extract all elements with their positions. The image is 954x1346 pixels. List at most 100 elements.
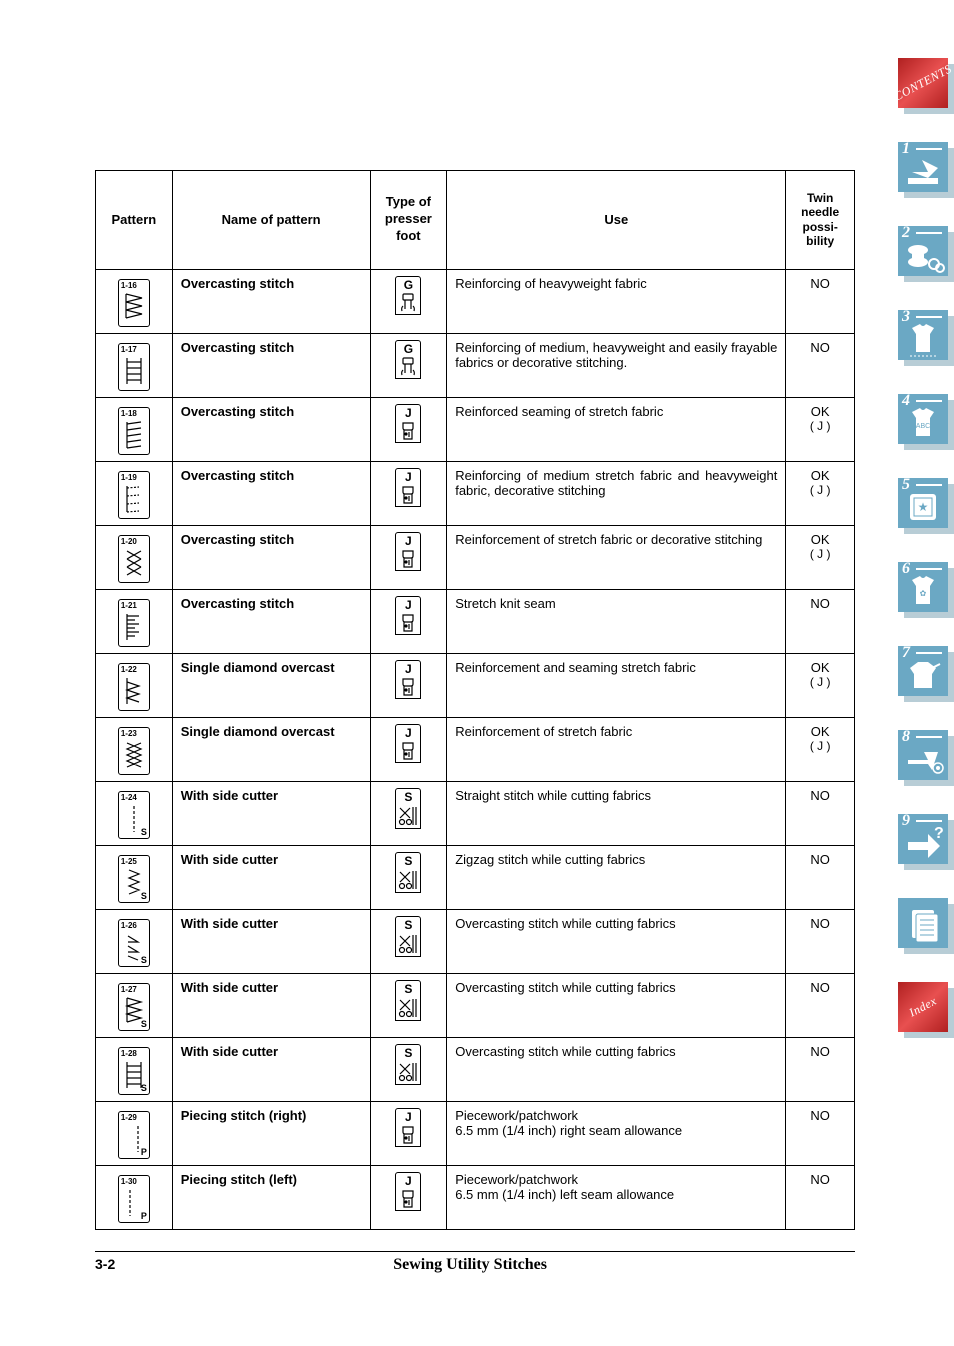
cell-pattern: 1-17 xyxy=(96,333,173,397)
cell-pattern: 1-23 xyxy=(96,717,173,781)
foot-letter: S xyxy=(404,982,412,996)
cell-name: Piecing stitch (left) xyxy=(172,1165,370,1229)
twin-value: NO xyxy=(810,1108,830,1123)
pattern-number: 1-24 xyxy=(119,794,149,804)
foot-letter: J xyxy=(405,1174,412,1188)
pattern-number: 1-22 xyxy=(119,666,149,676)
twin-value: NO xyxy=(810,1044,830,1059)
tab-icon: ? xyxy=(898,814,948,864)
cell-pattern: 1-20 xyxy=(96,525,173,589)
tab-icon xyxy=(898,646,948,696)
footer-title: Sewing Utility Stitches xyxy=(115,1256,825,1274)
pattern-number: 1-25 xyxy=(119,858,149,868)
cell-foot: J xyxy=(370,589,447,653)
tab-icon xyxy=(898,142,948,192)
tab-icon: ABC xyxy=(898,394,948,444)
cell-name: With side cutter xyxy=(172,909,370,973)
cell-twin: NO xyxy=(786,973,855,1037)
twin-value: NO xyxy=(810,852,830,867)
cell-foot: G xyxy=(370,333,447,397)
cell-foot: J xyxy=(370,717,447,781)
cell-use: Overcasting stitch while cutting fabrics xyxy=(447,909,786,973)
cell-twin: NO xyxy=(786,589,855,653)
pattern-icon: 1-19 xyxy=(118,471,150,519)
cell-use: Stretch knit seam xyxy=(447,589,786,653)
foot-letter: J xyxy=(405,1110,412,1124)
table-row: 1-25 S With side cutter S Zigzag stitch … xyxy=(96,845,855,909)
foot-icon: J xyxy=(395,468,421,507)
cell-foot: J xyxy=(370,1165,447,1229)
twin-sub: ( J ) xyxy=(794,739,846,753)
svg-text:✿: ✿ xyxy=(920,589,927,598)
pattern-number: 1-27 xyxy=(119,986,149,996)
pattern-number: 1-21 xyxy=(119,602,149,612)
tab-icon: ★ xyxy=(898,478,948,528)
cell-pattern: 1-19 xyxy=(96,461,173,525)
cell-pattern: 1-25 S xyxy=(96,845,173,909)
cell-twin: NO xyxy=(786,781,855,845)
foot-icon: S xyxy=(395,916,421,957)
tab-chapter-9[interactable]: 9 ? xyxy=(898,814,954,870)
twin-value: NO xyxy=(810,1172,830,1187)
cell-use: Straight stitch while cutting fabrics xyxy=(447,781,786,845)
cell-name: Overcasting stitch xyxy=(172,269,370,333)
foot-letter: J xyxy=(405,534,412,548)
cell-name: Single diamond overcast xyxy=(172,653,370,717)
pattern-icon: 1-20 xyxy=(118,535,150,583)
cell-pattern: 1-16 xyxy=(96,269,173,333)
twin-value: NO xyxy=(810,916,830,931)
tab-icon: ✿ xyxy=(898,562,948,612)
cell-foot: S xyxy=(370,845,447,909)
tab-chapter-5[interactable]: 5 ★ xyxy=(898,478,954,534)
cell-use: Overcasting stitch while cutting fabrics xyxy=(447,973,786,1037)
cell-use: Reinforcing of heavyweight fabric xyxy=(447,269,786,333)
twin-sub: ( J ) xyxy=(794,419,846,433)
cell-twin: OK( J ) xyxy=(786,461,855,525)
foot-letter: J xyxy=(405,406,412,420)
foot-letter: S xyxy=(404,790,412,804)
twin-value: OK xyxy=(811,404,830,419)
tab-chapter-4[interactable]: 4 ABC xyxy=(898,394,954,450)
pattern-number: 1-18 xyxy=(119,410,149,420)
page-number: 3-2 xyxy=(95,1256,115,1274)
table-header-row: Pattern Name of pattern Type of presser … xyxy=(96,171,855,270)
tab-chapter-3[interactable]: 3 xyxy=(898,310,954,366)
cell-use: Reinforced seaming of stretch fabric xyxy=(447,397,786,461)
cell-foot: S xyxy=(370,1037,447,1101)
tab-index[interactable]: Index xyxy=(898,982,954,1038)
foot-letter: J xyxy=(405,598,412,612)
tab-contents[interactable]: CONTENTS xyxy=(898,58,954,114)
foot-letter: S xyxy=(404,918,412,932)
tab-chapter-8[interactable]: 8 xyxy=(898,730,954,786)
foot-letter: J xyxy=(405,662,412,676)
pattern-number: 1-26 xyxy=(119,922,149,932)
pattern-icon: 1-28 S xyxy=(118,1047,150,1095)
pattern-icon: 1-21 xyxy=(118,599,150,647)
th-pattern: Pattern xyxy=(96,171,173,270)
foot-icon: S xyxy=(395,852,421,893)
cell-twin: OK( J ) xyxy=(786,717,855,781)
twin-value: NO xyxy=(810,980,830,995)
cell-name: With side cutter xyxy=(172,845,370,909)
svg-text:?: ? xyxy=(934,825,944,842)
tab-chapter-1[interactable]: 1 xyxy=(898,142,954,198)
cell-pattern: 1-22 xyxy=(96,653,173,717)
tab-contents-label: CONTENTS xyxy=(892,62,954,105)
stitch-table: Pattern Name of pattern Type of presser … xyxy=(95,170,855,1230)
tab-chapter-2[interactable]: 2 xyxy=(898,226,954,282)
foot-icon: J xyxy=(395,724,421,763)
tab-icon xyxy=(898,226,948,276)
cell-pattern: 1-30 P xyxy=(96,1165,173,1229)
cell-name: Single diamond overcast xyxy=(172,717,370,781)
pattern-icon: 1-27 S xyxy=(118,983,150,1031)
tab-chapter-7[interactable]: 7 xyxy=(898,646,954,702)
table-row: 1-24 S With side cutter S Straight stitc… xyxy=(96,781,855,845)
tab-chapter-6[interactable]: 6 ✿ xyxy=(898,562,954,618)
twin-sub: ( J ) xyxy=(794,547,846,561)
twin-value: NO xyxy=(810,788,830,803)
foot-icon: J xyxy=(395,1172,421,1211)
tab-appendix[interactable] xyxy=(898,898,954,954)
cell-use: Reinforcement of stretch fabric xyxy=(447,717,786,781)
cell-pattern: 1-18 xyxy=(96,397,173,461)
foot-letter: J xyxy=(405,726,412,740)
